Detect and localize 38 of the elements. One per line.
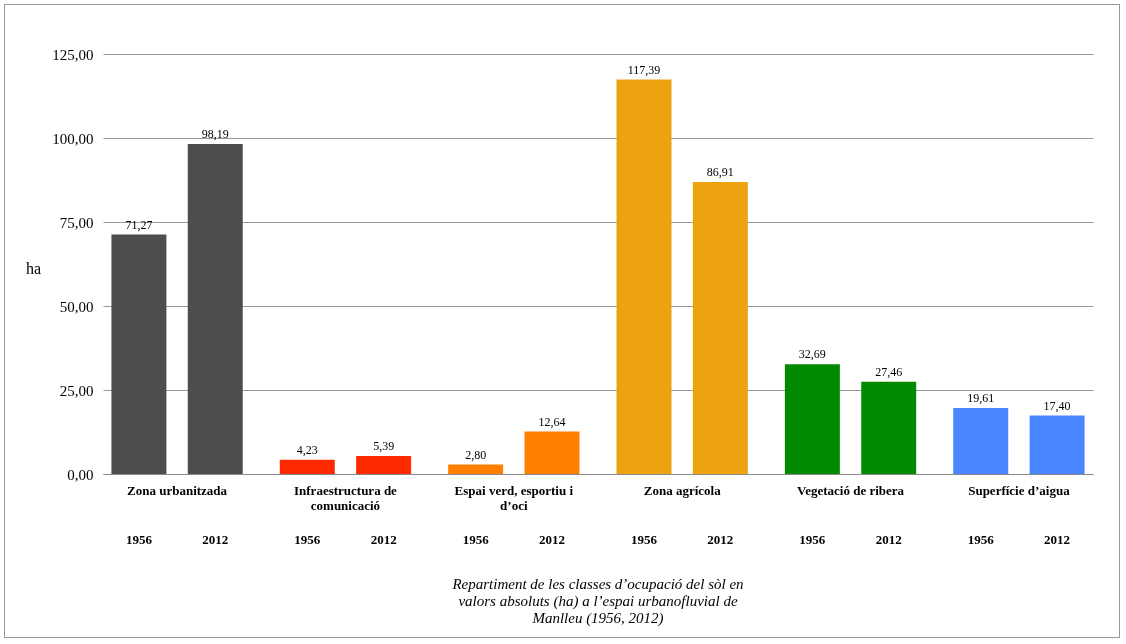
text: Repartiment de les classes d’ocupació del sòl en valors absoluts (ha) a l’espai urbanofluvial de Manlleu (1956, 2012) bbox=[451, 576, 744, 627]
data-label: 98,19 bbox=[201, 127, 229, 142]
x-tick-label: 2012 bbox=[538, 532, 565, 547]
data-label: 86,91 bbox=[706, 164, 734, 179]
text: Espai verd, esportiu i d’oci bbox=[454, 482, 574, 513]
data-label: 27,46 bbox=[875, 364, 903, 379]
x-tick-label: 2012 bbox=[707, 532, 734, 547]
data-label: 4,23 bbox=[296, 442, 318, 457]
x-tick-label: 2012 bbox=[1044, 532, 1071, 547]
x-tick-label: 1956 bbox=[462, 532, 490, 547]
x-tick-label: 1956 bbox=[294, 532, 321, 547]
data-label: 12,64 bbox=[538, 414, 566, 429]
text: Infraestructura de comunicació bbox=[294, 482, 398, 513]
x-tick-label: 2012 bbox=[202, 532, 229, 547]
text: Zona agrícola bbox=[643, 482, 722, 498]
data-label: 5,39 bbox=[373, 438, 395, 453]
y-tick-label: 25,00 bbox=[59, 382, 94, 399]
y-tick-label: 100,00 bbox=[52, 130, 94, 147]
text: Superfície d’aigua bbox=[968, 482, 1071, 498]
x-tick-label: 2012 bbox=[370, 532, 397, 547]
data-label: 117,39 bbox=[627, 62, 661, 77]
y-tick-label: 75,00 bbox=[59, 214, 94, 231]
x-tick-label: 1956 bbox=[631, 532, 658, 547]
data-label: 2,80 bbox=[465, 447, 487, 462]
x-tick-label: 1956 bbox=[967, 532, 995, 547]
y-tick-label: 50,00 bbox=[59, 298, 94, 315]
data-label: 32,69 bbox=[798, 347, 826, 362]
y-tick-label: 125,00 bbox=[52, 46, 94, 63]
data-label: 71,27 bbox=[125, 217, 153, 232]
data-label: 17,40 bbox=[1043, 398, 1071, 413]
data-label: 19,61 bbox=[967, 391, 995, 406]
x-tick-label: 1956 bbox=[799, 532, 826, 547]
y-tick-label: 0,00 bbox=[67, 466, 94, 483]
text: Vegetació de ribera bbox=[797, 482, 905, 498]
x-tick-label: 1956 bbox=[125, 532, 153, 547]
x-tick-label: 2012 bbox=[875, 532, 902, 547]
y-axis-title: ha bbox=[25, 260, 42, 278]
text: Zona urbanitzada bbox=[127, 482, 228, 498]
